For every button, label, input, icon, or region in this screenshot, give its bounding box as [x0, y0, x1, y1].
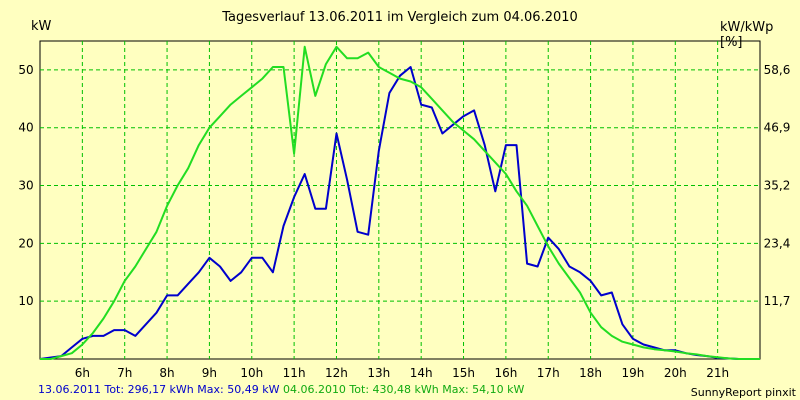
left-axis-unit: kW: [31, 19, 52, 34]
series-line-2: [40, 45, 760, 360]
chart-title: Tagesverlauf 13.06.2011 im Vergleich zum…: [222, 10, 578, 25]
x-tick-label: 7h: [117, 366, 132, 380]
right-axis-unit: kW/kWp [%]: [720, 20, 774, 50]
x-tick-label: 21h: [706, 366, 729, 380]
x-tick-label: 16h: [494, 366, 517, 380]
x-tick-label: 13h: [367, 366, 390, 380]
y-tick-label: 30: [18, 179, 33, 193]
series-line-1: [39, 66, 760, 360]
footer-brand: SunnyReport pinxit: [690, 386, 796, 399]
x-tick-label: 9h: [202, 366, 217, 380]
x-tick-label: 18h: [579, 366, 602, 380]
footer-legend: 13.06.2011 Tot: 296,17 kWh Max: 50,49 kW…: [38, 383, 524, 396]
x-tick-label: 14h: [410, 366, 433, 380]
y-tick-label: 10: [18, 294, 33, 308]
x-tick-label: 12h: [325, 366, 348, 380]
y2-tick-label: 58,6: [764, 63, 791, 77]
y-tick-label: 20: [18, 236, 33, 250]
x-tick-label: 6h: [75, 366, 90, 380]
y2-tick-label: 35,2: [764, 179, 791, 193]
x-tick-label: 17h: [537, 366, 560, 380]
y2-tick-label: 11,7: [764, 294, 791, 308]
x-tick-label: 8h: [159, 366, 174, 380]
y2-tick-label: 23,4: [764, 236, 791, 250]
y-tick-label: 50: [18, 63, 33, 77]
x-tick-label: 20h: [664, 366, 687, 380]
legend-series-1: 13.06.2011 Tot: 296,17 kWh Max: 50,49 kW: [38, 383, 280, 396]
x-tick-label: 10h: [240, 366, 263, 380]
x-tick-label: 19h: [622, 366, 645, 380]
y2-tick-label: 46,9: [764, 121, 791, 135]
x-tick-label: 15h: [452, 366, 475, 380]
x-tick-label: 11h: [283, 366, 306, 380]
legend-series-2: 04.06.2010 Tot: 430,48 kWh Max: 54,10 kW: [282, 383, 525, 396]
plot-area: [39, 40, 761, 360]
y-tick-label: 40: [18, 121, 33, 135]
